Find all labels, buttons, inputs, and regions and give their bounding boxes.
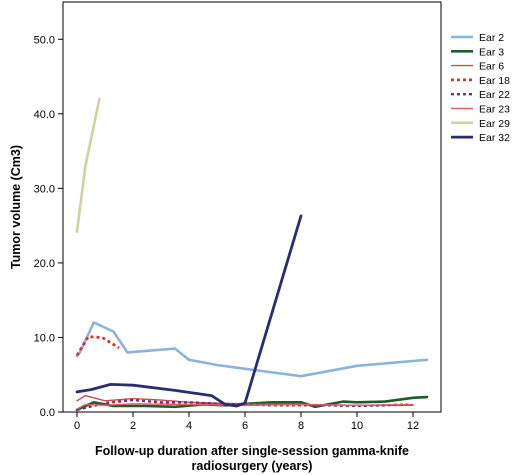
x-tick-label: 2: [130, 420, 136, 432]
series-layer: [75, 97, 429, 412]
plot-frame: [62, 1, 442, 413]
x-tick-label: 6: [242, 420, 248, 432]
series-line-ear-23: [76, 403, 414, 410]
legend-label: Ear 2: [479, 32, 504, 44]
x-axis-title-line-2: radiosurgery (years): [192, 459, 313, 473]
legend-label: Ear 29: [479, 118, 510, 130]
legend: Ear 2 Ear 3 Ear 6 Ear 18 Ear 22 Ear 23 Ear 29 E…: [451, 32, 510, 144]
y-axis-ticks: 0.0 10.0 20.0 30.0 40.0 50.0: [34, 34, 63, 419]
series-line-ear-3: [75, 395, 429, 412]
legend-label: Ear 23: [479, 104, 510, 116]
x-tick-label: 10: [351, 420, 363, 432]
x-tick-label: 12: [407, 420, 419, 432]
y-tick-label: 10.0: [34, 332, 55, 344]
x-tick-label: 8: [298, 420, 304, 432]
x-axis-title-line-1: Follow-up duration after single-session …: [95, 444, 409, 458]
series-line-ear-32: [75, 214, 303, 408]
x-tick-label: 4: [186, 420, 192, 432]
y-tick-label: 30.0: [34, 183, 55, 195]
legend-label: Ear 3: [479, 46, 504, 58]
y-tick-label: 40.0: [34, 109, 55, 121]
x-axis-ticks: 0 2 4 6 8 10 12: [74, 412, 419, 432]
series-line-ear-29: [75, 97, 101, 233]
legend-label: Ear 22: [479, 89, 510, 101]
legend-label: Ear 18: [479, 75, 510, 87]
x-tick-label: 0: [74, 420, 80, 432]
y-tick-label: 20.0: [34, 258, 55, 270]
y-tick-label: 50.0: [34, 34, 55, 46]
legend-label: Ear 32: [479, 132, 510, 144]
legend-label: Ear 6: [479, 61, 504, 73]
series-line-ear-2: [75, 321, 429, 378]
y-axis-title: Tumor volume (Cm3): [9, 145, 23, 269]
y-tick-label: 0.0: [40, 407, 55, 419]
